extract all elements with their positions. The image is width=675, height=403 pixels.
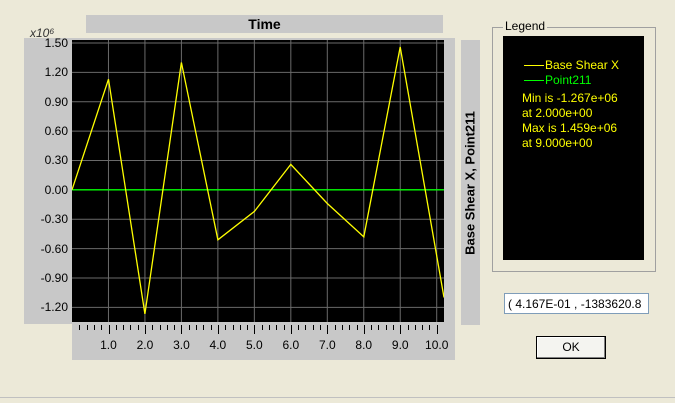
x-tick-mark [341, 325, 343, 330]
x-tick-mark [320, 325, 321, 330]
x-tick-mark [436, 325, 438, 334]
x-tick-mark [174, 325, 176, 330]
x-axis-panel [72, 324, 455, 360]
x-tick-mark [349, 325, 351, 330]
x-tick-mark [123, 325, 125, 330]
x-tick-mark [422, 325, 424, 330]
legend-swatch-series2 [524, 80, 544, 81]
x-tick-mark [225, 325, 227, 330]
series-line-base-shear-x [72, 46, 444, 314]
x-tick-mark [261, 325, 263, 330]
plot-area[interactable] [72, 40, 444, 322]
x-tick-mark [144, 325, 146, 334]
x-tick-mark [188, 325, 190, 330]
legend-label-series1: Base Shear X [545, 58, 620, 72]
x-tick-mark [371, 325, 373, 330]
legend-min-value: Min is -1.267e+06 [522, 91, 618, 105]
x-tick-mark [79, 325, 81, 330]
x-tick-mark [356, 325, 358, 330]
x-tick-mark [232, 325, 234, 330]
x-tick-mark [181, 325, 183, 334]
x-tick-label: 4.0 [209, 338, 227, 352]
x-tick-label: 5.0 [246, 338, 263, 352]
x-tick-label: 2.0 [136, 338, 154, 352]
x-tick-mark [115, 325, 117, 330]
x-tick-mark [166, 325, 168, 330]
y-tick-label: -0.30 [40, 212, 68, 227]
x-tick-mark [196, 325, 197, 330]
y-tick-label: -0.90 [40, 270, 68, 285]
x-tick-mark [137, 325, 139, 330]
x-tick-mark [210, 325, 212, 330]
y-tick-label: -0.60 [40, 241, 68, 256]
x-tick-label: 10.0 [425, 338, 449, 352]
x-tick-mark [93, 325, 95, 330]
x-tick-mark [86, 325, 88, 330]
x-tick-mark [363, 325, 365, 334]
y-tick-label: -1.20 [40, 300, 68, 315]
x-tick-mark [400, 325, 402, 334]
legend-label-series2: Point211 [545, 73, 592, 87]
legend-panel: Base Shear X Point211 Min is -1.267e+06 … [503, 36, 644, 260]
x-tick-label: 9.0 [391, 338, 409, 352]
divider [0, 397, 675, 398]
x-tick-mark [298, 325, 300, 330]
x-tick-mark [101, 325, 103, 330]
x-tick-label: 7.0 [318, 338, 336, 352]
x-tick-label: 1.0 [100, 338, 117, 352]
x-tick-mark [385, 325, 387, 330]
y-tick-label: 1.50 [44, 35, 68, 50]
x-tick-label: 8.0 [355, 338, 373, 352]
x-tick-mark [392, 325, 394, 330]
y-axis-label: Base Shear X, Point211 [462, 111, 478, 255]
y-tick-label: 0.00 [44, 182, 68, 197]
y-tick-label: 0.60 [44, 124, 68, 139]
legend-min-at: at 2.000e+00 [522, 106, 593, 120]
x-tick-mark [407, 325, 409, 330]
x-tick-label: 3.0 [173, 338, 190, 352]
x-tick-mark [276, 325, 278, 330]
x-tick-mark [268, 325, 270, 330]
x-tick-mark [108, 325, 110, 334]
x-tick-mark [305, 325, 307, 330]
legend-group [492, 27, 656, 272]
chart-title: Time [86, 15, 443, 33]
legend-swatch-series1 [524, 65, 544, 66]
x-tick-label: 6.0 [282, 338, 300, 352]
x-tick-mark [312, 325, 314, 330]
legend-max-value: Max is 1.459e+06 [522, 121, 618, 135]
x-tick-mark [327, 325, 329, 334]
x-tick-mark [130, 325, 132, 330]
x-tick-mark [217, 325, 219, 334]
y-label-panel [461, 40, 480, 325]
x-tick-mark [334, 325, 336, 330]
y-tick-label: 0.90 [44, 94, 68, 109]
x-tick-mark [247, 325, 249, 330]
legend-max-at: at 9.000e+00 [522, 136, 593, 150]
x-tick-mark [203, 325, 205, 330]
x-tick-mark [290, 325, 292, 334]
x-tick-mark [159, 325, 161, 330]
x-tick-mark [254, 325, 256, 334]
x-tick-mark [414, 325, 416, 330]
x-tick-mark [152, 325, 154, 330]
legend-title: Legend [503, 19, 548, 33]
ok-button[interactable]: OK [536, 336, 606, 359]
y-tick-label: 0.30 [44, 153, 68, 168]
x-tick-mark [378, 325, 380, 330]
x-tick-mark [283, 325, 285, 330]
x-tick-mark [239, 325, 241, 330]
x-tick-mark [429, 325, 431, 330]
y-tick-label: 1.20 [44, 65, 68, 80]
y-scale-label: x10⁶ [30, 26, 55, 40]
coordinate-readout: ( 4.167E-01 , -1383620.8 [504, 293, 649, 314]
